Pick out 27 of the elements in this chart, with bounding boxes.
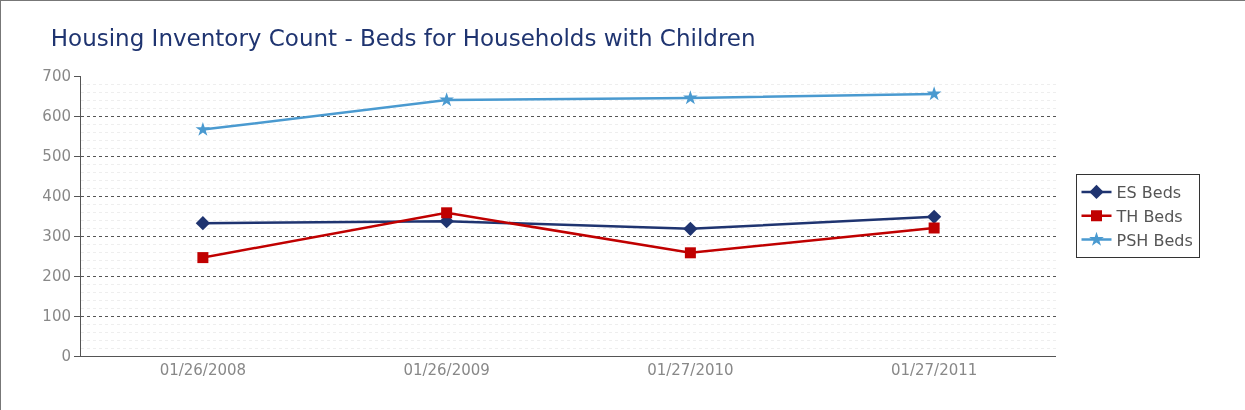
y-tick-label: 200 — [42, 267, 71, 286]
point — [926, 209, 942, 224]
legend-label: ES Beds — [1116, 183, 1182, 203]
point — [683, 90, 698, 105]
x-tick-label: 01/27/2010 — [647, 361, 734, 379]
y-tick-label: 400 — [42, 187, 71, 206]
legend-label: PSH Beds — [1116, 230, 1193, 250]
point — [197, 252, 209, 264]
x-tick-label: 01/26/2008 — [159, 361, 247, 379]
y-tick-label: 600 — [42, 107, 71, 126]
legend-label: TH Beds — [1115, 206, 1183, 226]
point — [683, 221, 698, 236]
y-tick-label: 100 — [42, 307, 71, 326]
y-tick-label: 0 — [61, 347, 71, 366]
point — [439, 92, 454, 107]
point — [928, 222, 940, 234]
y-tick-label: 500 — [42, 147, 71, 166]
point — [684, 247, 696, 259]
point — [195, 121, 211, 136]
point — [195, 216, 211, 231]
y-tick-label: 300 — [42, 227, 71, 246]
x-tick-label: 01/26/2009 — [403, 361, 490, 379]
point — [926, 86, 942, 101]
x-tick-label: 01/27/2011 — [890, 361, 978, 379]
y-tick-label: 700 — [42, 67, 71, 86]
point — [441, 207, 453, 219]
chart-title: Housing Inventory Count - Beds for Households with Children — [50, 24, 756, 51]
